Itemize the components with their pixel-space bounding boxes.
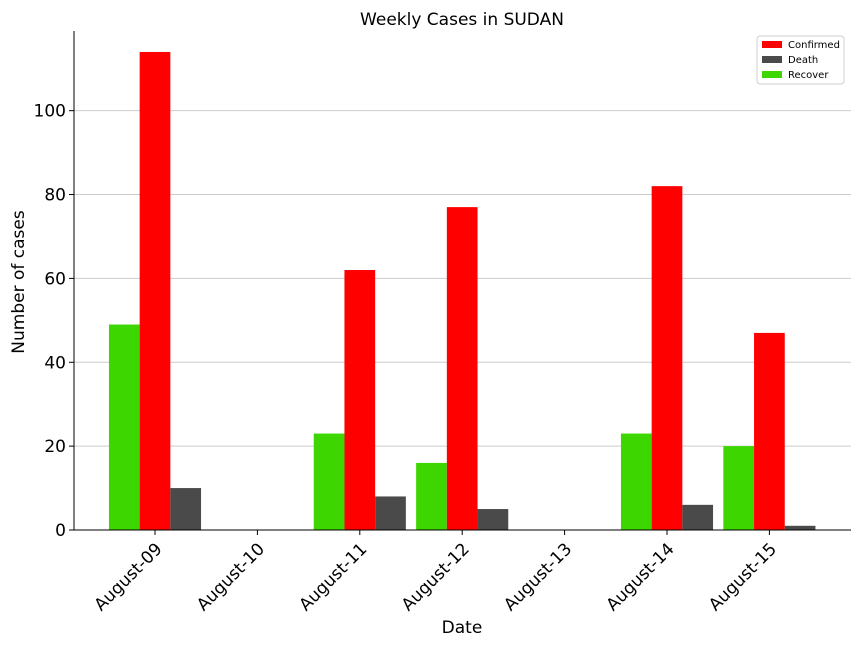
x-axis-label: Date xyxy=(442,618,483,638)
bar-death-august-14 xyxy=(682,504,714,530)
bar-recover-august-12 xyxy=(416,462,447,530)
x-tick-label: August-14 xyxy=(603,539,679,615)
x-ticks: August-09 August-10 August-11 August-12 Augu… xyxy=(91,530,781,615)
y-tick-label: 0 xyxy=(55,521,66,541)
y-tick-label: 60 xyxy=(44,269,66,289)
y-tick-label: 40 xyxy=(44,353,66,373)
y-tick-label: 80 xyxy=(44,186,66,206)
y-tick-label: 100 xyxy=(34,102,66,122)
bar-death-august-15 xyxy=(784,525,816,530)
bar-recover-august-15 xyxy=(723,446,755,530)
y-tick-label: 20 xyxy=(44,437,66,457)
legend: Confirmed Death Recover xyxy=(756,35,845,85)
bar-recover-august-14 xyxy=(620,433,652,530)
bar-death-august-11 xyxy=(375,496,406,530)
x-tick-label: August-11 xyxy=(295,539,371,615)
bar-death-august-09 xyxy=(170,488,202,530)
x-tick-label: August-10 xyxy=(193,539,269,615)
bar-confirmed-august-12 xyxy=(446,207,478,530)
legend-label-recover: Recover xyxy=(788,70,829,81)
y-ticks: 0 20 40 60 80 100 xyxy=(34,102,74,541)
x-tick-label: August-12 xyxy=(398,539,474,615)
legend-swatch-confirmed xyxy=(762,41,782,48)
chart-title: Weekly Cases in SUDAN xyxy=(360,10,564,30)
bar-death-august-12 xyxy=(477,509,509,530)
legend-swatch-recover xyxy=(762,71,782,78)
bar-confirmed-august-09 xyxy=(139,51,171,531)
bar-confirmed-august-11 xyxy=(344,270,376,530)
legend-label-death: Death xyxy=(788,55,818,66)
x-tick-label: August-13 xyxy=(500,539,576,615)
legend-label-confirmed: Confirmed xyxy=(788,40,840,51)
x-tick-label: August-09 xyxy=(91,539,167,615)
bar-confirmed-august-14 xyxy=(651,186,683,531)
x-tick-label: August-15 xyxy=(705,539,781,615)
bars xyxy=(108,51,816,531)
bar-recover-august-09 xyxy=(108,324,140,530)
bar-confirmed-august-15 xyxy=(754,332,785,530)
bar-recover-august-11 xyxy=(313,433,345,530)
legend-swatch-death xyxy=(762,56,782,63)
y-axis-label: Number of cases xyxy=(9,210,29,354)
